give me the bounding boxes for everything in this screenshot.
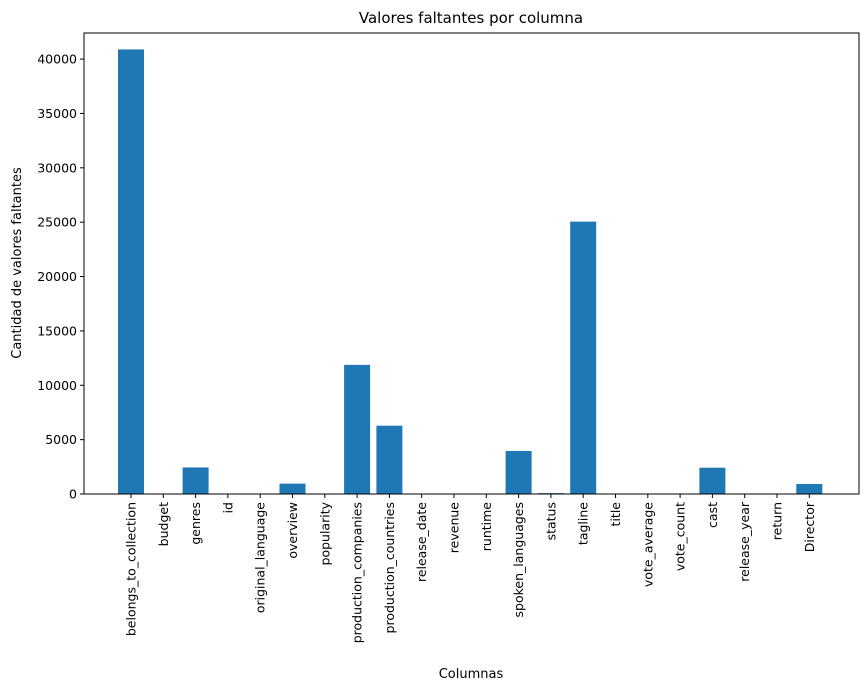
y-tick-label: 20000: [37, 269, 77, 284]
x-tick-label: Director: [802, 501, 817, 552]
x-tick-label: overview: [285, 502, 300, 559]
x-tick-label: budget: [156, 502, 171, 546]
y-tick-label: 15000: [37, 323, 77, 338]
y-axis-label: Cantidad de valores faltantes: [10, 167, 25, 359]
bar-overview: [279, 483, 306, 494]
x-axis-ticks: belongs_to_collection budget genres id origi…: [124, 494, 817, 643]
bar-production_countries: [376, 425, 403, 494]
bar-belongs_to_collection: [118, 49, 144, 494]
x-tick-label: production_companies: [350, 502, 365, 643]
y-axis-ticks: 0 5000 10000 15000 20000 25000 30000 35000 40000: [37, 52, 84, 502]
x-tick-label: spoken_languages: [511, 502, 526, 617]
x-tick-label: production_countries: [382, 502, 397, 633]
y-tick-label: 25000: [37, 215, 77, 230]
x-tick-label: vote_count: [673, 502, 688, 571]
x-tick-label: release_year: [737, 501, 752, 582]
x-tick-label: release_date: [414, 502, 429, 582]
x-tick-label: cast: [705, 502, 720, 528]
x-tick-label: status: [543, 502, 558, 540]
y-tick-label: 30000: [37, 160, 77, 175]
x-tick-label: id: [220, 502, 235, 513]
x-tick-label: revenue: [447, 502, 462, 553]
y-tick-label: 40000: [37, 52, 77, 67]
x-tick-label: vote_average: [640, 502, 655, 587]
x-tick-label: runtime: [479, 502, 494, 552]
x-tick-label: genres: [188, 502, 203, 545]
y-tick-label: 5000: [45, 432, 77, 447]
x-tick-label: title: [608, 502, 623, 527]
bars-group: [118, 49, 823, 495]
y-tick-label: 35000: [37, 106, 77, 121]
x-tick-label: original_language: [253, 502, 268, 613]
y-tick-label: 10000: [37, 378, 77, 393]
x-tick-label: return: [770, 502, 785, 540]
bar-tagline: [570, 221, 597, 495]
bar-Director: [796, 484, 823, 494]
chart-title: Valores faltantes por columna: [359, 9, 583, 27]
bar-cast: [699, 467, 726, 494]
bar-production_companies: [344, 364, 371, 494]
x-tick-label: tagline: [576, 502, 591, 545]
x-tick-label: popularity: [317, 501, 332, 565]
plot-frame: [83, 32, 860, 495]
bar-genres: [182, 467, 209, 494]
x-axis-label: Columnas: [439, 667, 504, 682]
bar-spoken_languages: [505, 451, 532, 494]
y-tick-label: 0: [69, 487, 77, 502]
x-tick-label: belongs_to_collection: [124, 502, 139, 636]
